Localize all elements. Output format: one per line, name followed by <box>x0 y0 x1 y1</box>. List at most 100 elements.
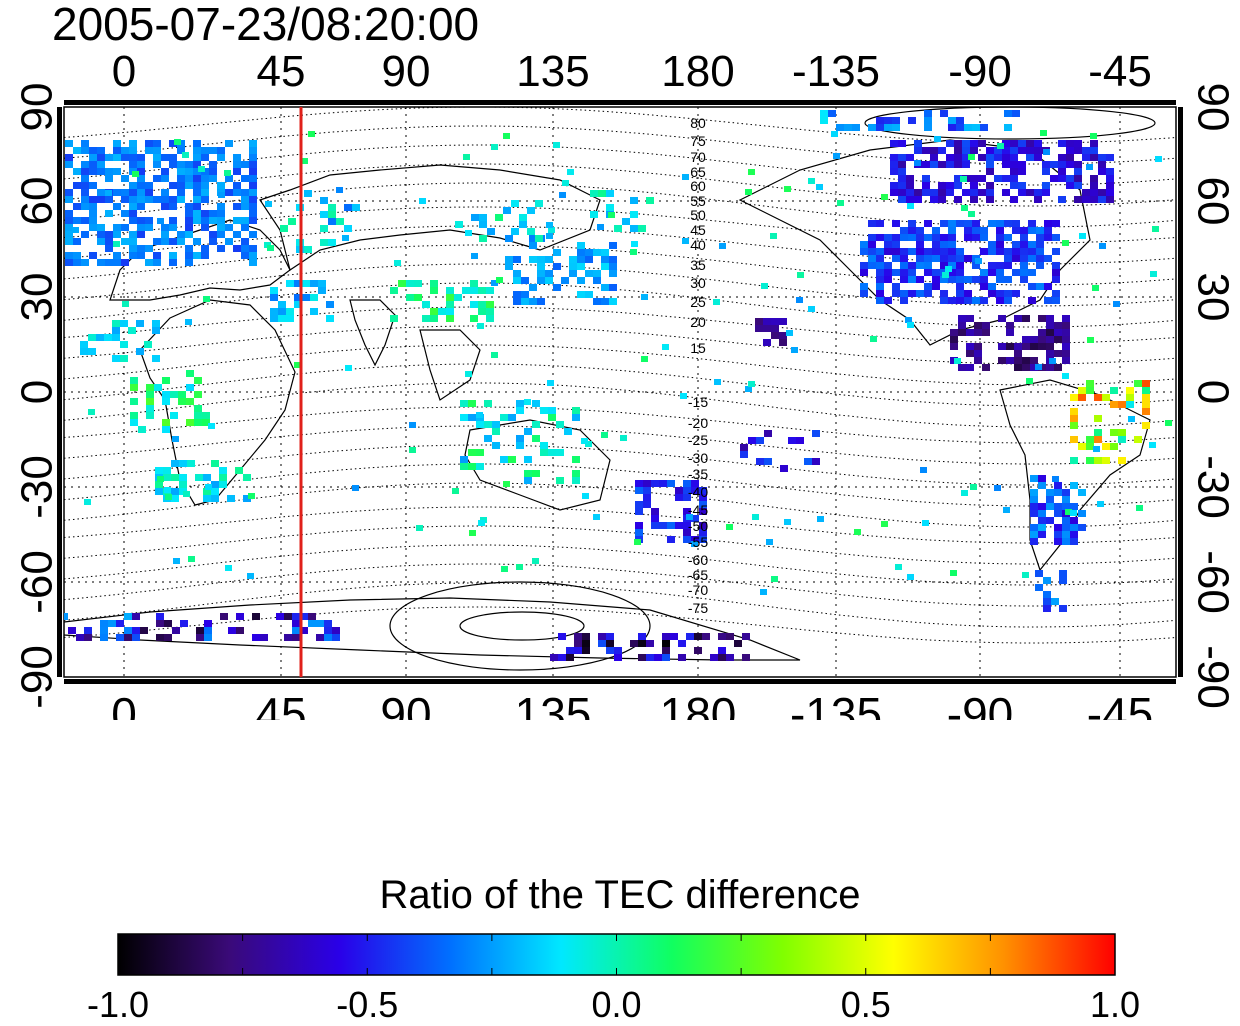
tec-pixel <box>112 327 120 334</box>
tec-pixel <box>193 210 201 217</box>
tec-pixel <box>284 613 292 620</box>
tec-pixel <box>940 290 948 297</box>
tec-pixel <box>908 290 916 297</box>
tec-pixel <box>479 214 487 221</box>
tec-pixel <box>65 224 73 231</box>
colorbar-title: Ratio of the TEC difference <box>379 873 861 917</box>
tec-pixel <box>796 297 803 303</box>
tec-pixel <box>1070 503 1078 510</box>
tec-pixel <box>132 627 140 634</box>
tec-pixel <box>808 178 815 184</box>
tec-pixel <box>667 536 675 543</box>
tec-pixel <box>898 182 906 189</box>
tec-pixel <box>900 227 908 234</box>
tec-pixel <box>932 269 940 276</box>
tec-pixel <box>876 290 884 297</box>
tec-pixel <box>745 386 752 392</box>
tec-pixel <box>998 343 1006 350</box>
tec-pixel <box>241 175 249 182</box>
tec-pixel <box>906 182 914 189</box>
tec-pixel <box>606 647 614 654</box>
tec-pixel <box>332 627 340 634</box>
tec-pixel <box>137 182 145 189</box>
tec-pixel <box>972 234 980 241</box>
tec-pixel <box>161 203 169 210</box>
tec-pixel <box>755 318 763 325</box>
tec-pixel <box>187 460 195 467</box>
tec-pixel <box>1062 489 1070 496</box>
tec-pixel <box>895 564 902 570</box>
tec-pixel <box>844 124 852 131</box>
tec-pixel <box>217 224 225 231</box>
tec-pixel <box>940 110 948 117</box>
tec-pixel <box>771 576 778 582</box>
tec-pixel <box>105 154 113 161</box>
tec-pixel <box>742 654 750 661</box>
tec-pixel <box>193 196 201 203</box>
tec-pixel <box>1046 503 1054 510</box>
tec-pixel <box>898 168 906 175</box>
tec-pixel <box>170 391 178 398</box>
tec-pixel <box>324 627 332 634</box>
tec-pixel <box>1051 598 1059 605</box>
tec-pixel <box>1070 524 1078 531</box>
tec-pixel <box>201 182 209 189</box>
tec-pixel <box>217 154 225 161</box>
tec-pixel <box>156 613 164 620</box>
tec-pixel <box>81 147 89 154</box>
tec-pixel <box>1043 598 1051 605</box>
tec-pixel <box>572 456 580 463</box>
tec-pixel <box>974 357 982 364</box>
tec-pixel <box>577 263 585 270</box>
contour-label: 50 <box>690 207 706 223</box>
tec-pixel <box>145 224 153 231</box>
tec-pixel <box>683 480 691 487</box>
tec-pixel <box>948 255 956 262</box>
tec-pixel <box>1102 394 1110 401</box>
tec-pixel <box>164 634 172 641</box>
tec-pixel <box>982 364 990 371</box>
tec-pixel <box>779 332 787 339</box>
tec-pixel <box>572 414 580 421</box>
tec-pixel <box>185 182 193 189</box>
tec-pixel <box>105 175 113 182</box>
tec-pixel <box>719 243 726 249</box>
tec-pixel <box>1070 457 1078 464</box>
tec-pixel <box>193 189 201 196</box>
tec-pixel <box>88 348 96 355</box>
tec-pixel <box>470 301 478 308</box>
tec-pixel <box>986 161 994 168</box>
tec-pixel <box>65 217 73 224</box>
tec-pixel <box>201 224 209 231</box>
tec-pixel <box>876 124 884 131</box>
tec-pixel <box>521 298 529 305</box>
tec-pixel <box>643 480 651 487</box>
tec-pixel <box>128 327 136 334</box>
tec-pixel <box>988 262 996 269</box>
tec-pixel <box>100 627 108 634</box>
tec-pixel <box>524 470 532 477</box>
tec-pixel <box>964 227 972 234</box>
tec-pixel <box>1012 269 1020 276</box>
tec-pixel <box>966 315 974 322</box>
tec-pixel <box>1012 248 1020 255</box>
tec-pixel <box>478 308 486 315</box>
tec-pixel <box>300 613 308 620</box>
tec-pixel <box>1018 182 1026 189</box>
tec-pixel <box>155 467 163 474</box>
tec-pixel <box>84 499 91 505</box>
tec-pixel <box>980 297 988 304</box>
tec-pixel <box>241 203 249 210</box>
tec-pixel <box>1052 297 1060 304</box>
tec-pixel <box>516 564 523 570</box>
tec-pixel <box>241 217 249 224</box>
tec-pixel <box>876 255 884 262</box>
tec-pixel <box>1038 336 1046 343</box>
tec-pixel <box>177 189 185 196</box>
tec-pixel <box>920 467 927 473</box>
tec-pixel <box>940 241 948 248</box>
tec-pixel <box>1070 517 1078 524</box>
tec-pixel <box>516 435 524 442</box>
tec-pixel <box>996 241 1004 248</box>
tec-pixel <box>97 238 105 245</box>
